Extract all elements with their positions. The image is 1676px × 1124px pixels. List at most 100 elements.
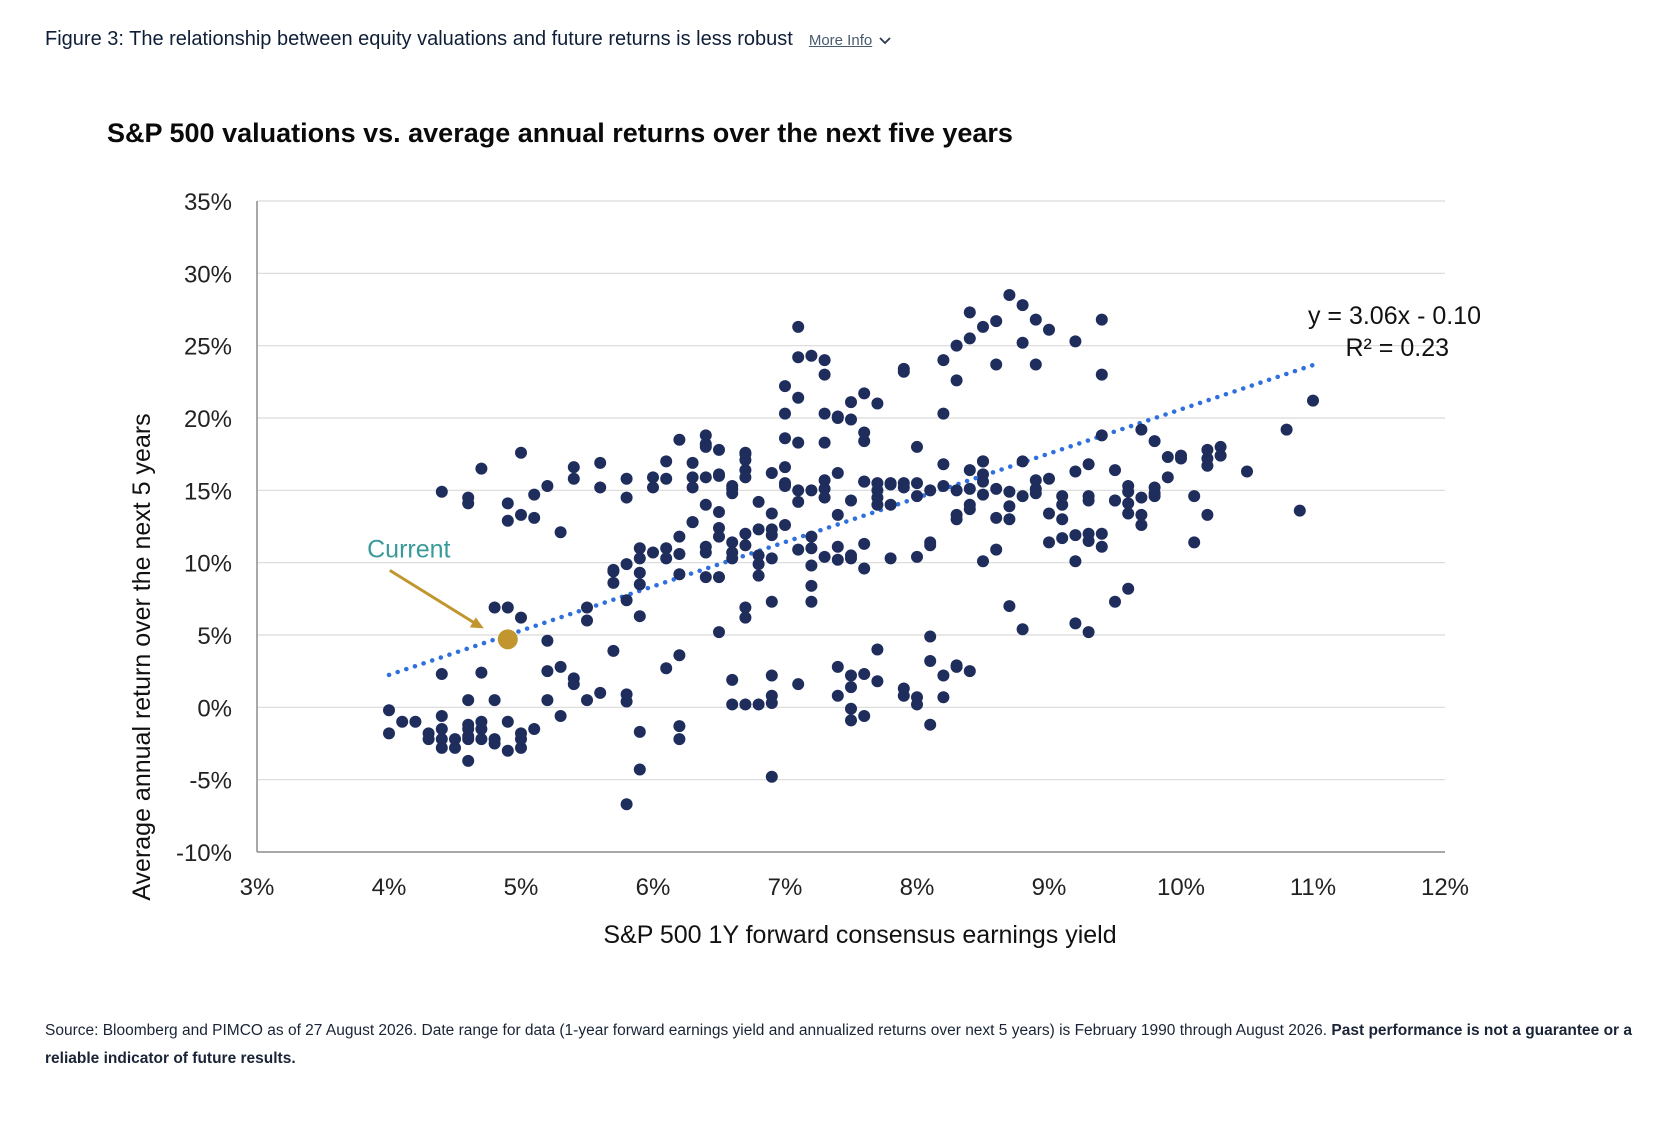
data-point <box>739 539 752 552</box>
data-point <box>1056 490 1069 503</box>
data-point <box>713 626 725 639</box>
data-point <box>475 733 488 746</box>
data-point <box>501 514 514 527</box>
data-point <box>462 491 475 504</box>
data-point <box>779 479 791 492</box>
data-point <box>594 686 607 699</box>
data-point <box>1016 623 1029 636</box>
data-point <box>739 611 752 624</box>
data-point <box>937 479 950 492</box>
data-point <box>765 523 778 536</box>
data-point <box>963 482 976 495</box>
data-point <box>1095 429 1108 442</box>
data-point <box>1082 458 1095 471</box>
data-point <box>871 643 884 656</box>
data-point <box>1307 394 1319 407</box>
data-point <box>792 391 805 404</box>
y-tick-label: -10% <box>176 840 232 867</box>
trend-r-squared: R² = 0.23 <box>1345 334 1449 362</box>
data-point <box>1214 440 1227 453</box>
data-point <box>620 695 633 708</box>
data-point <box>726 673 739 686</box>
source-text: Source: Bloomberg and PIMCO as of 27 Aug… <box>45 1022 1332 1039</box>
data-point <box>937 354 950 367</box>
data-point <box>699 429 712 442</box>
data-point <box>990 358 1003 371</box>
data-point <box>1082 626 1095 639</box>
data-point <box>963 503 976 516</box>
data-point <box>1122 497 1135 510</box>
data-point <box>1029 482 1042 495</box>
data-point <box>1135 491 1148 504</box>
data-point <box>1175 449 1187 462</box>
x-tick-label: 6% <box>636 874 671 901</box>
data-point <box>475 715 488 728</box>
data-point <box>1280 423 1293 436</box>
data-point <box>647 471 659 484</box>
data-point <box>422 733 435 746</box>
data-point <box>713 506 725 519</box>
figure-title: Figure 3: The relationship between equit… <box>45 28 793 50</box>
data-point <box>739 446 752 459</box>
data-point <box>633 566 646 579</box>
current-point <box>497 629 518 650</box>
data-point <box>554 660 567 673</box>
x-tick-label: 9% <box>1032 874 1067 901</box>
data-point <box>1095 540 1108 553</box>
data-point <box>607 576 620 589</box>
data-point <box>1148 435 1161 448</box>
data-point <box>818 354 831 367</box>
data-point <box>831 540 844 553</box>
data-point <box>818 474 831 487</box>
data-point <box>937 691 950 704</box>
data-point <box>435 710 448 723</box>
data-point <box>660 662 673 675</box>
x-tick-label: 10% <box>1157 874 1205 901</box>
data-point <box>1122 507 1135 520</box>
data-point <box>1109 494 1121 507</box>
data-point <box>858 710 871 723</box>
trendline <box>386 362 1316 678</box>
data-point <box>607 644 620 657</box>
data-point <box>449 741 461 754</box>
data-point <box>713 443 725 456</box>
current-arrow <box>389 569 478 626</box>
data-point <box>977 488 989 501</box>
data-point <box>1069 617 1082 630</box>
data-point <box>581 601 593 614</box>
data-point <box>911 550 923 563</box>
trendline-path <box>386 362 1316 678</box>
data-point <box>435 723 448 736</box>
data-point <box>726 536 739 549</box>
data-point <box>818 491 831 504</box>
data-point <box>633 763 646 776</box>
data-point <box>633 578 646 591</box>
data-point <box>871 397 884 410</box>
data-point <box>911 440 923 453</box>
data-point <box>435 668 448 681</box>
data-point <box>805 542 818 555</box>
data-point <box>462 694 475 707</box>
data-point <box>620 491 633 504</box>
data-point <box>435 733 448 746</box>
data-point <box>488 733 501 746</box>
data-point <box>541 634 554 647</box>
data-point <box>1148 490 1161 503</box>
chevron-down-icon <box>879 36 891 44</box>
data-point <box>673 568 686 581</box>
data-point <box>858 537 871 550</box>
data-point <box>1016 299 1029 312</box>
data-point <box>792 351 805 364</box>
more-info-toggle[interactable]: More Info <box>809 32 892 49</box>
data-point <box>488 694 501 707</box>
data-point <box>620 594 633 607</box>
data-point <box>1029 358 1042 371</box>
data-point <box>792 436 805 449</box>
data-point <box>779 407 791 420</box>
data-point <box>1056 532 1069 545</box>
data-point <box>752 569 765 582</box>
data-point <box>1188 490 1201 503</box>
data-point <box>1293 504 1306 517</box>
data-point <box>792 495 805 508</box>
data-point <box>409 715 422 728</box>
